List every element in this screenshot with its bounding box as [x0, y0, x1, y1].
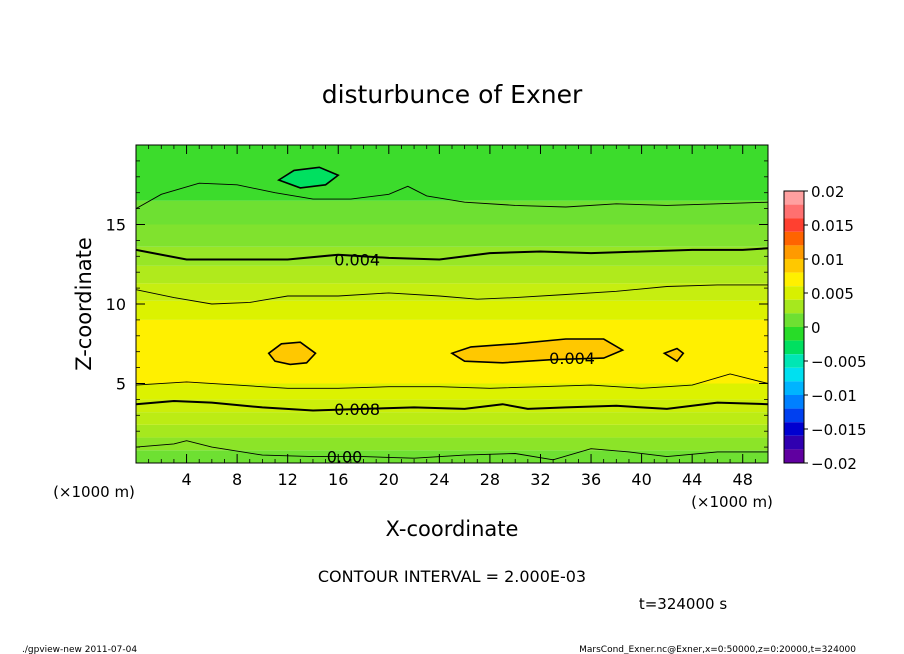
contour-interval-text: CONTOUR INTERVAL = 2.000E-03 [318, 567, 586, 586]
colorbar-swatch-5 [784, 259, 804, 273]
contour-line-1 [136, 399, 768, 412]
colorbar-swatch-1 [784, 204, 804, 219]
colorbar-tick-label-6: −0.01 [811, 387, 857, 405]
colorbar-tick-label-8: −0.02 [811, 455, 857, 473]
x-tick-label-3: 16 [328, 470, 348, 489]
footer-right: MarsCond_Exner.nc@Exner,x=0:50000,z=0:20… [579, 645, 856, 654]
x-tick-label-4: 20 [379, 470, 399, 489]
colorbar-swatch-15 [784, 395, 804, 409]
x-tick-label-6: 28 [480, 470, 500, 489]
colorbar-swatch-14 [784, 381, 804, 395]
x-tick-label-10: 44 [682, 470, 702, 489]
contour-label-3: 0.00 [327, 448, 363, 467]
colorbar-tick-label-7: −0.015 [811, 421, 867, 439]
filled-contour-bands [136, 145, 768, 463]
x-unit-label-right: (×1000 m) [691, 493, 773, 511]
x-tick-label-7: 32 [530, 470, 550, 489]
contour-band-11 [136, 224, 768, 247]
footer-left: ./gpview-new 2011-07-04 [22, 645, 137, 654]
plot-area [136, 145, 768, 463]
colorbar-frame [783, 190, 805, 464]
filled-contour-patches [267, 166, 685, 366]
contour-patch-2 [662, 347, 685, 363]
colorbar-swatch-11 [784, 340, 804, 355]
contour-band-3 [136, 412, 768, 425]
contour-band-1 [136, 437, 768, 451]
contour-label-2: 0.004 [549, 349, 595, 368]
x-axis-label: X-coordinate [386, 517, 519, 541]
time-text: t=324000 s [639, 595, 727, 613]
colorbar-swatch-19 [784, 449, 804, 463]
contour-patch-0 [267, 341, 317, 366]
x-tick-label-1: 8 [232, 470, 242, 489]
y-axis-ticks: 5 10 15 [106, 160, 768, 448]
x-tick-label-11: 48 [733, 470, 753, 489]
chart-title: disturbunce of Exner [322, 80, 583, 109]
contour-labels: 0.004 0.008 0.004 0.00 [327, 250, 595, 467]
contour-band-5 [136, 383, 768, 400]
contour-label-1: 0.008 [334, 400, 380, 419]
colorbar-tick-label-5: −0.005 [811, 353, 867, 371]
contour-band-7 [136, 300, 768, 320]
colorbar-tick-label-3: 0.005 [811, 285, 854, 303]
colorbar: 0.02 0.015 0.01 0.005 0 −0.005 −0.01 −0.015 −0.0… [784, 183, 867, 473]
contour-line-5 [136, 182, 768, 209]
colorbar-swatch-18 [784, 435, 804, 450]
contour-patch-1 [450, 338, 625, 364]
colorbar-swatch-4 [784, 245, 804, 259]
colorbar-swatch-2 [784, 218, 804, 232]
x-tick-label-9: 40 [631, 470, 651, 489]
contour-label-0: 0.004 [334, 250, 380, 269]
x-tick-label-2: 12 [278, 470, 298, 489]
colorbar-swatch-16 [784, 408, 804, 423]
contour-band-6 [136, 319, 768, 384]
x-axis-ticks: 4 8 12 16 20 24 28 32 36 40 44 48 [148, 145, 756, 489]
y-tick-label-0: 5 [116, 375, 126, 394]
x-tick-label-0: 4 [181, 470, 191, 489]
colorbar-swatch-9 [784, 313, 804, 327]
x-unit-label-left: (×1000 m) [53, 483, 135, 501]
contour-band-0 [136, 450, 768, 463]
y-tick-label-1: 10 [106, 295, 126, 314]
colorbar-tick-label-1: 0.015 [811, 217, 854, 235]
contour-band-12 [136, 200, 768, 225]
contour-patch-3 [276, 166, 340, 189]
contour-line-3 [136, 284, 768, 305]
y-tick-label-2: 15 [106, 216, 126, 235]
colorbar-swatch-3 [784, 231, 804, 246]
colorbar-tick-label-4: 0 [811, 319, 821, 337]
contour-band-4 [136, 399, 768, 413]
x-tick-label-8: 36 [581, 470, 601, 489]
colorbar-swatch-6 [784, 272, 804, 287]
y-axis-label: Z-coordinate [72, 237, 96, 371]
contour-band-9 [136, 265, 768, 284]
contour-band-2 [136, 424, 768, 438]
x-tick-label-5: 24 [429, 470, 449, 489]
colorbar-swatch-0 [784, 191, 804, 205]
colorbar-swatch-10 [784, 327, 804, 341]
colorbar-tick-label-0: 0.02 [811, 183, 844, 201]
colorbar-tick-label-2: 0.01 [811, 251, 844, 269]
contour-band-13 [136, 145, 768, 201]
colorbar-swatch-8 [784, 299, 804, 314]
contour-line-2 [136, 373, 768, 389]
colorbar-swatch-12 [784, 354, 804, 368]
contour-line-4 [136, 247, 768, 261]
colorbar-swatch-13 [784, 367, 804, 382]
colorbar-swatch-17 [784, 422, 804, 436]
colorbar-swatch-7 [784, 286, 804, 300]
